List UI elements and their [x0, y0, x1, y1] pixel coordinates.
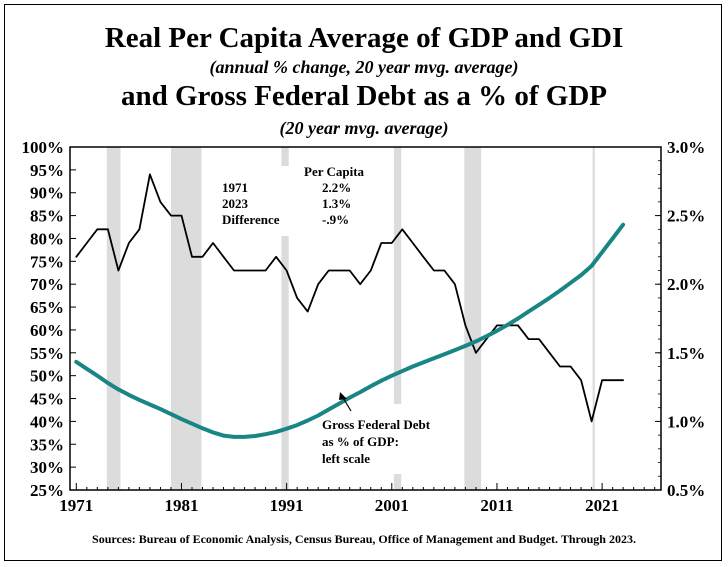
x-axis-tick-label: 2011 — [480, 496, 513, 515]
plot-frame — [69, 146, 662, 491]
debt-note-mask — [390, 404, 410, 474]
annotation-row-value: -.9% — [322, 212, 349, 227]
right-axis-tick-label: 0.5% — [667, 481, 705, 500]
debt-series-line — [74, 222, 626, 439]
x-axis-tick-label: 2021 — [585, 496, 619, 515]
debt-note-line: left scale — [322, 451, 370, 466]
x-axis-tick-label: 1971 — [59, 496, 93, 515]
left-axis-tick-label: 70% — [30, 275, 64, 294]
annotation-row-label: Difference — [222, 212, 280, 227]
annotation-row-value: 2.2% — [322, 180, 351, 195]
gdp-series-line — [75, 173, 624, 423]
chart-title-second-line: and Gross Federal Debt as a % of GDP — [120, 80, 607, 112]
debt-note-arrowhead — [339, 392, 347, 400]
recession-bar-3 — [393, 147, 402, 490]
recession-bar-4 — [464, 147, 482, 490]
annotation-row-label: 2023 — [222, 196, 249, 211]
left-axis-tick-label: 25% — [30, 481, 64, 500]
chart-frame — [4, 4, 722, 561]
chart-subtitle-second-line: (20 year mvg. average) — [279, 118, 449, 138]
annotation-table-header: Per Capita — [304, 164, 365, 179]
right-axis-tick-label: 3.0% — [667, 138, 705, 157]
x-axis-tick-label: 1981 — [164, 496, 198, 515]
annotation-mask — [270, 166, 300, 236]
left-axis-tick-label: 80% — [30, 229, 64, 248]
right-axis-tick-label: 2.0% — [667, 275, 705, 294]
right-axis-tick-label: 2.5% — [667, 207, 705, 226]
source-note: Sources: Bureau of Economic Analysis, Ce… — [92, 532, 636, 546]
x-axis-tick-label: 2001 — [375, 496, 409, 515]
left-axis-tick-label: 90% — [30, 184, 64, 203]
recession-bar-2 — [281, 147, 289, 490]
left-axis-tick-label: 60% — [30, 321, 64, 340]
left-axis-tick-label: 65% — [30, 298, 64, 317]
annotation-row-value: 1.3% — [322, 196, 351, 211]
left-axis-tick-label: 30% — [30, 458, 64, 477]
recession-bar-1 — [170, 147, 202, 490]
recession-bar-5 — [592, 147, 595, 490]
left-axis-tick-label: 95% — [30, 161, 64, 180]
chart-subtitle: (annual % change, 20 year mvg. average) — [209, 57, 519, 77]
debt-note-line: Gross Federal Debt — [322, 417, 431, 432]
right-axis-tick-label: 1.0% — [667, 412, 705, 431]
left-axis-tick-label: 40% — [30, 412, 64, 431]
left-axis-tick-label: 35% — [30, 435, 64, 454]
left-axis-tick-label: 50% — [30, 367, 64, 386]
left-axis-tick-label: 100% — [22, 138, 65, 157]
left-axis-tick-label: 85% — [30, 207, 64, 226]
annotation-row-label: 1971 — [222, 180, 248, 195]
left-axis-tick-label: 75% — [30, 252, 64, 271]
chart-title: Real Per Capita Average of GDP and GDI — [104, 22, 624, 54]
x-axis-tick-label: 1991 — [270, 496, 304, 515]
right-axis-tick-label: 1.5% — [667, 344, 705, 363]
debt-note-line: as % of GDP: — [322, 434, 399, 449]
left-axis-tick-label: 45% — [30, 390, 64, 409]
left-axis-tick-label: 55% — [30, 344, 64, 363]
recession-bar-0 — [106, 147, 121, 490]
